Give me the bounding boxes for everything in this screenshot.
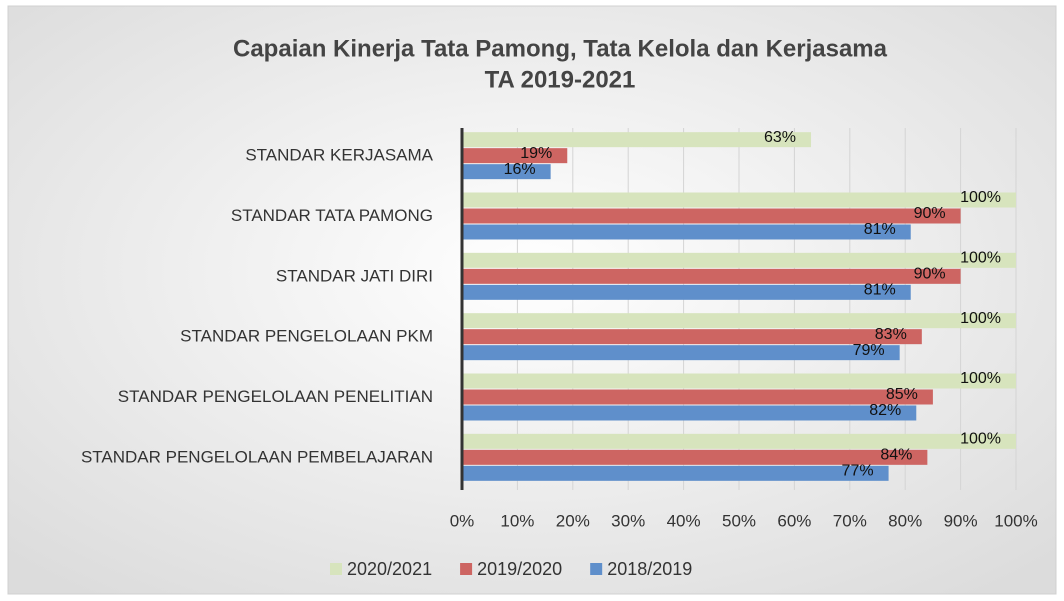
- x-tick-label: 100%: [994, 511, 1037, 530]
- bar: [462, 284, 911, 300]
- x-tick-label: 90%: [944, 511, 978, 530]
- x-tick-label: 10%: [500, 511, 534, 530]
- data-label: 81%: [864, 282, 896, 299]
- bar: [462, 148, 568, 164]
- bar: [462, 192, 1016, 208]
- bar: [462, 373, 1016, 389]
- legend-label: 2020/2021: [347, 559, 432, 579]
- category-label: STANDAR KERJASAMA: [245, 146, 433, 165]
- data-label: 100%: [960, 431, 1001, 448]
- data-label: 100%: [960, 189, 1001, 206]
- x-tick-label: 60%: [777, 511, 811, 530]
- x-tick-label: 0%: [450, 511, 475, 530]
- data-label: 81%: [864, 221, 896, 238]
- bar: [462, 389, 933, 405]
- data-label: 90%: [914, 205, 946, 222]
- legend-swatch: [330, 563, 342, 575]
- bar: [462, 208, 961, 224]
- data-label: 19%: [520, 145, 552, 162]
- bar: [462, 164, 551, 180]
- data-label: 100%: [960, 310, 1001, 327]
- bar: [462, 268, 961, 284]
- data-label: 85%: [886, 386, 918, 403]
- bar: [462, 224, 911, 240]
- legend-label: 2019/2020: [477, 559, 562, 579]
- data-label: 77%: [842, 463, 874, 480]
- data-label: 79%: [853, 342, 885, 359]
- x-tick-label: 70%: [833, 511, 867, 530]
- bar: [462, 313, 1016, 329]
- bar: [462, 449, 928, 465]
- data-label: 63%: [764, 129, 796, 146]
- bar: [462, 329, 922, 345]
- bar: [462, 405, 917, 421]
- x-tick-label: 20%: [556, 511, 590, 530]
- chart-title: Capaian Kinerja Tata Pamong, Tata Kelola…: [233, 35, 888, 62]
- category-label: STANDAR JATI DIRI: [276, 266, 433, 285]
- data-label: 100%: [960, 370, 1001, 387]
- data-label: 90%: [914, 266, 946, 283]
- data-label: 82%: [869, 402, 901, 419]
- x-tick-label: 80%: [888, 511, 922, 530]
- chart-title: TA 2019-2021: [485, 66, 636, 93]
- x-tick-label: 40%: [667, 511, 701, 530]
- data-label: 84%: [880, 447, 912, 464]
- category-label: STANDAR TATA PAMONG: [231, 206, 433, 225]
- category-label: STANDAR PENGELOLAAN PENELITIAN: [118, 387, 433, 406]
- bar: [462, 433, 1016, 449]
- category-label: STANDAR PENGELOLAAN PEMBELAJARAN: [81, 447, 433, 466]
- category-label: STANDAR PENGELOLAAN PKM: [180, 327, 433, 346]
- bar: [462, 252, 1016, 268]
- legend-swatch: [460, 563, 473, 575]
- bar: [462, 465, 889, 481]
- data-label: 16%: [504, 161, 536, 178]
- data-label: 100%: [960, 250, 1001, 267]
- chart-background: [7, 5, 1057, 595]
- legend-label: 2018/2019: [607, 559, 692, 579]
- legend-swatch: [590, 563, 603, 575]
- data-label: 83%: [875, 326, 907, 343]
- x-tick-label: 30%: [611, 511, 645, 530]
- bar: [462, 345, 900, 361]
- x-tick-label: 50%: [722, 511, 756, 530]
- bar: [462, 132, 812, 148]
